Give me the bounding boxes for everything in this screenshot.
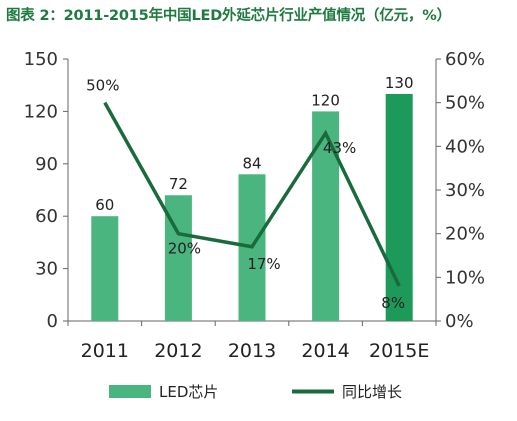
right-axis-tick-label: 30% [445,180,485,201]
left-axis-tick-label: 60 [35,206,58,227]
growth-line [103,101,401,287]
line-data-label: 8% [381,294,405,312]
right-axis-tick-label: 20% [445,224,485,245]
legend-swatch-bar [109,385,151,398]
bar-data-label: 120 [311,91,340,109]
chart-title: 图表 2：2011-2015年中国LED外延芯片行业产值情况（亿元，%） [6,8,451,24]
bar-data-label: 72 [169,175,188,193]
x-axis-tick-label: 2013 [228,340,276,362]
right-axis-tick-label: 50% [445,93,485,114]
x-axis-tick-label: 2011 [81,340,129,362]
left-axis-tick-label: 30 [35,259,58,280]
left-axis-tick-label: 120 [24,101,58,122]
legend-label-bar: LED芯片 [159,383,218,401]
bar [91,216,119,321]
line-data-label: 17% [247,255,280,273]
left-axis-tick-label: 150 [24,49,58,70]
left-axis-tick-label: 0 [47,311,58,332]
bar-data-label: 84 [242,154,261,172]
line-data-label: 43% [323,139,356,157]
bar-data-label: 60 [95,196,114,214]
right-axis-tick-label: 60% [445,49,485,70]
bar-data-label: 130 [385,74,414,92]
right-axis-tick-label: 40% [445,136,485,157]
right-axis-tick-label: 10% [445,267,485,288]
bar [385,93,413,321]
right-axis-tick-label: 0% [445,311,474,332]
x-axis-tick-label: 2012 [154,340,202,362]
line-data-label: 20% [168,240,201,258]
legend-label-line: 同比增长 [342,383,402,401]
x-axis-tick-label: 2014 [301,340,349,362]
line-data-label: 50% [86,77,119,95]
left-axis-tick-label: 90 [35,154,58,175]
x-axis-tick-label: 2015E [369,340,429,362]
